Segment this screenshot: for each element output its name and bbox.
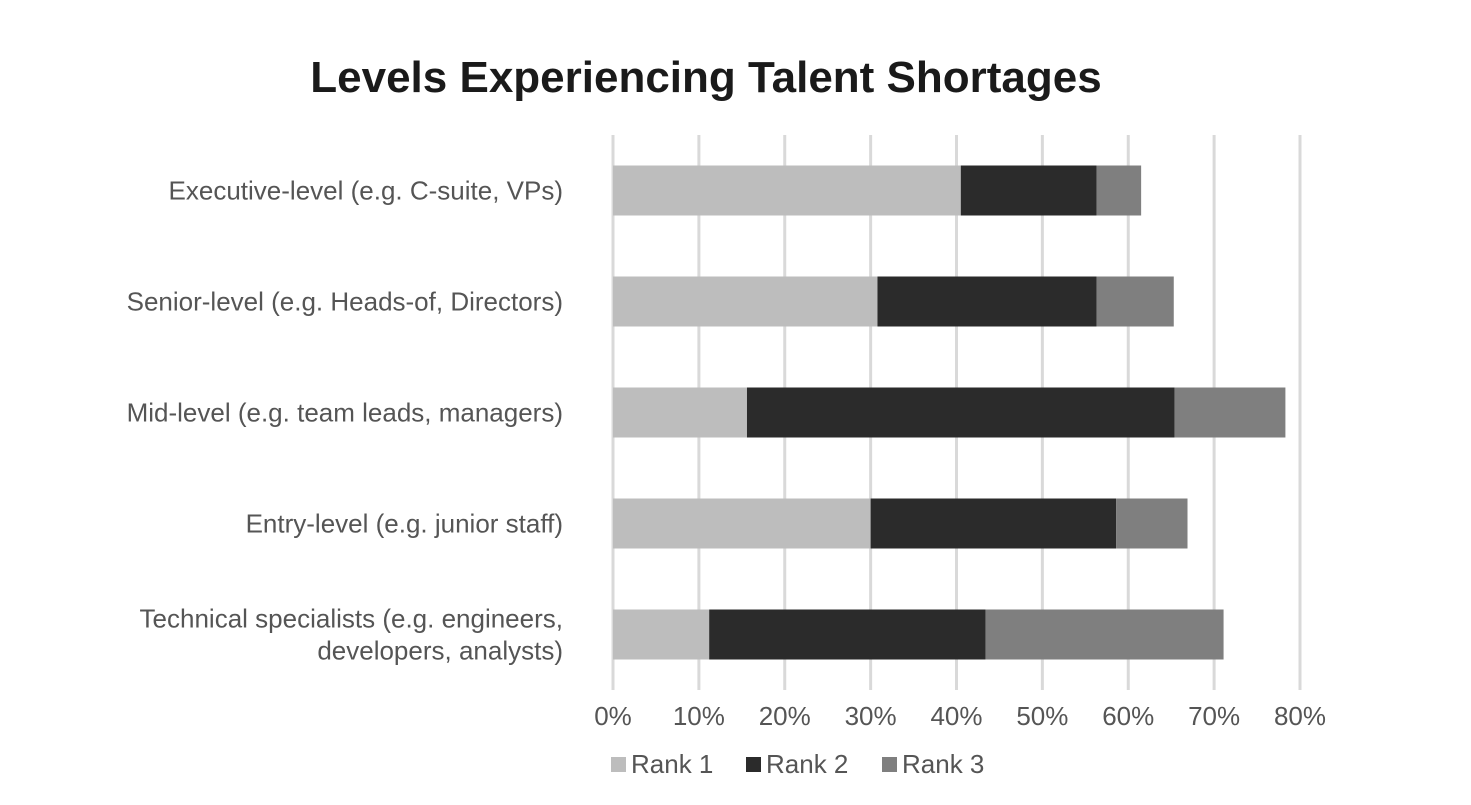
bar-segment-rank-2 (960, 165, 1097, 216)
category-labels: Executive-level (e.g. C-suite, VPs) Senio… (127, 176, 563, 666)
bar-segment-rank-2 (709, 609, 986, 660)
legend-swatch-rank-1 (611, 757, 626, 772)
bar-segment-rank-1 (613, 387, 747, 438)
category-label-line: Technical specialists (e.g. engineers, (140, 604, 563, 634)
category-label-line: Executive-level (e.g. C-suite, VPs) (169, 176, 563, 206)
bar-segment-rank-3 (1096, 276, 1174, 327)
x-tick-label: 80% (1274, 701, 1326, 731)
legend-swatch-rank-2 (746, 757, 761, 772)
x-tick-label: 50% (1016, 701, 1068, 731)
x-tick-label: 20% (759, 701, 811, 731)
x-tick-label: 0% (594, 701, 632, 731)
category-label-line: Entry-level (e.g. junior staff) (246, 509, 563, 539)
x-tick-label: 70% (1188, 701, 1240, 731)
category-label: Executive-level (e.g. C-suite, VPs) (169, 176, 563, 206)
category-label: Entry-level (e.g. junior staff) (246, 509, 563, 539)
bar-segment-rank-3 (1096, 165, 1142, 216)
bar-segment-rank-1 (613, 498, 871, 549)
x-tick-label: 40% (930, 701, 982, 731)
x-tick-label: 60% (1102, 701, 1154, 731)
chart-title: Levels Experiencing Talent Shortages (310, 53, 1101, 102)
x-tick-label: 30% (845, 701, 897, 731)
legend-label: Rank 1 (631, 749, 713, 779)
category-label: Senior-level (e.g. Heads-of, Directors) (127, 287, 563, 317)
bar-segment-rank-2 (870, 498, 1117, 549)
x-tick-label: 10% (673, 701, 725, 731)
x-axis-ticks: 0% 10% 20% 30% 40% 50% 60% 70% 80% (594, 701, 1326, 731)
bar-segment-rank-1 (613, 609, 710, 660)
bar-segment-rank-1 (613, 165, 961, 216)
category-label-line: developers, analysts) (317, 636, 563, 666)
bar-segment-rank-1 (613, 276, 878, 327)
bar-segment-rank-2 (746, 387, 1175, 438)
legend: Rank 1 Rank 2 Rank 3 (611, 749, 984, 779)
bars (613, 165, 1286, 660)
bar-segment-rank-3 (1116, 498, 1188, 549)
bar-segment-rank-3 (1174, 387, 1286, 438)
category-label-line: Mid-level (e.g. team leads, managers) (127, 398, 563, 428)
category-label: Mid-level (e.g. team leads, managers) (127, 398, 563, 428)
legend-label: Rank 2 (766, 749, 848, 779)
legend-swatch-rank-3 (882, 757, 897, 772)
bar-segment-rank-3 (985, 609, 1224, 660)
legend-label: Rank 3 (902, 749, 984, 779)
bar-segment-rank-2 (877, 276, 1097, 327)
category-label: Technical specialists (e.g. engineers, de… (140, 604, 563, 666)
category-label-line: Senior-level (e.g. Heads-of, Directors) (127, 287, 563, 317)
